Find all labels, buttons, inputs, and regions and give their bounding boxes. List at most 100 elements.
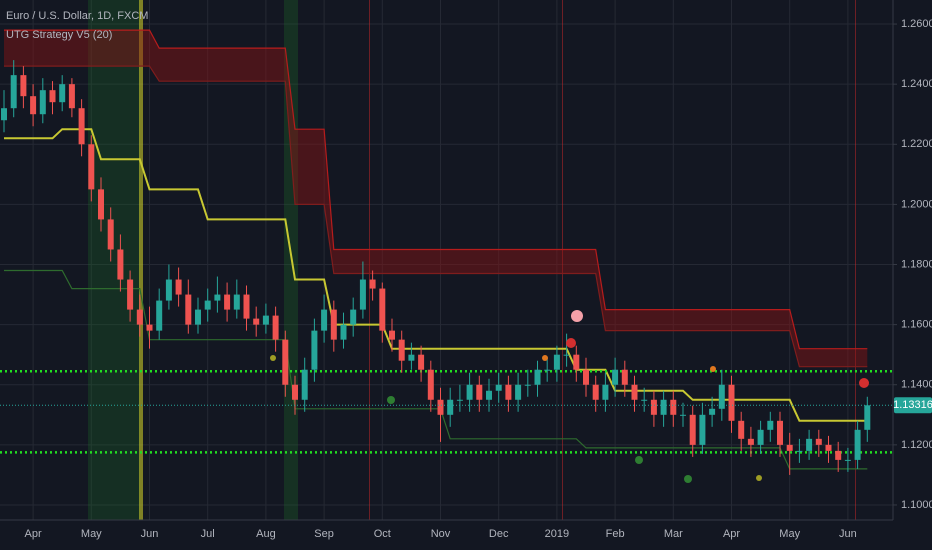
signal-dot (635, 456, 643, 464)
plot-area (0, 29, 893, 475)
candle-body (592, 384, 599, 400)
candle-body (563, 354, 570, 356)
y-tick-label: 1.16000 (901, 319, 932, 331)
candle-body (107, 219, 114, 250)
candle-body (621, 369, 628, 385)
candle-body (175, 279, 182, 295)
candle-body (486, 390, 492, 400)
candle-body (369, 279, 376, 289)
candle-body (408, 354, 415, 361)
last-price-box (894, 397, 932, 414)
candle-body (214, 294, 221, 301)
candle-body (709, 408, 716, 415)
highlight-line (139, 0, 143, 520)
candle-body (359, 279, 366, 310)
candle-body (165, 279, 172, 301)
candle-body (224, 294, 231, 310)
candle-body (680, 414, 686, 416)
y-tick-label: 1.10000 (901, 499, 932, 511)
candle-body (602, 384, 609, 400)
candle-body (146, 324, 153, 331)
candle-body (757, 429, 764, 445)
candle-body (854, 429, 861, 460)
candle-body (127, 279, 134, 310)
signal-dot (859, 378, 869, 388)
candle-body (738, 420, 745, 439)
y-tick-label: 1.12000 (901, 439, 932, 451)
signal-dot (571, 310, 583, 322)
candle-body (495, 384, 502, 391)
candle-body (78, 108, 85, 145)
candle-body (456, 399, 463, 401)
candle-body (835, 450, 842, 460)
candle-body (544, 369, 551, 371)
candle-body (272, 315, 279, 340)
highlight-line (855, 0, 856, 520)
candle-body (660, 399, 667, 415)
candle-body (156, 300, 163, 331)
x-tick-label: Jun (839, 528, 857, 540)
candle-body (437, 399, 444, 415)
candle-body (476, 384, 483, 400)
candle-body (59, 84, 66, 103)
candle-body (398, 339, 405, 361)
signal-dot (387, 396, 395, 404)
highlight-line (369, 0, 370, 520)
candle-body (321, 309, 328, 331)
signal-dot (684, 475, 692, 483)
candle-body (767, 420, 774, 430)
highlight-zone (88, 0, 140, 520)
y-tick-label: 1.26000 (901, 18, 932, 30)
y-tick-label: 1.22000 (901, 138, 932, 150)
candle-body (282, 339, 289, 385)
signal-dot (542, 355, 548, 361)
candle-body (573, 354, 580, 370)
candle-body (350, 309, 357, 325)
candle-body (311, 330, 318, 370)
candle-body (49, 90, 56, 103)
candle-body (825, 444, 832, 451)
candle-body (243, 294, 250, 319)
x-tick-label: Apr (723, 528, 740, 540)
signal-dot (756, 475, 762, 481)
candle-body (98, 189, 104, 220)
candle-body (612, 369, 619, 385)
last-price-label: 1.13316 (893, 399, 932, 411)
candle-body (524, 384, 531, 386)
candle-body (844, 459, 851, 461)
chart-title: Euro / U.S. Dollar, 1D, FXCM (6, 10, 148, 22)
indicator-line (4, 269, 868, 470)
x-tick-label: Mar (664, 528, 683, 540)
candle-body (631, 384, 638, 400)
candle-body (233, 294, 240, 310)
candle-body (379, 288, 386, 331)
highlight-line (562, 0, 563, 520)
candle-body (864, 405, 871, 430)
x-tick-label: 2019 (545, 528, 569, 540)
candle-body (534, 369, 541, 385)
candle-body (796, 450, 803, 452)
band-area (4, 30, 868, 367)
y-tick-label: 1.24000 (901, 78, 932, 90)
candle-body (39, 90, 46, 115)
candle-body (20, 75, 27, 97)
indicator-line (4, 65, 868, 368)
candle-body (728, 384, 735, 421)
candle-body (301, 369, 308, 400)
x-tick-label: Feb (606, 528, 625, 540)
grid (0, 0, 893, 520)
signal-dot (566, 338, 576, 348)
x-tick-label: Jun (141, 528, 159, 540)
candle-body (641, 399, 648, 401)
candle-body (253, 318, 260, 325)
x-tick-label: Oct (374, 528, 391, 540)
candle-body (418, 354, 425, 370)
candle-body (389, 330, 395, 340)
candle-body (699, 414, 706, 445)
candle-body (553, 354, 560, 370)
candle-body (1, 108, 7, 121)
x-tick-label: Dec (489, 528, 509, 540)
candle-body (650, 399, 657, 415)
candle-body (136, 309, 143, 325)
